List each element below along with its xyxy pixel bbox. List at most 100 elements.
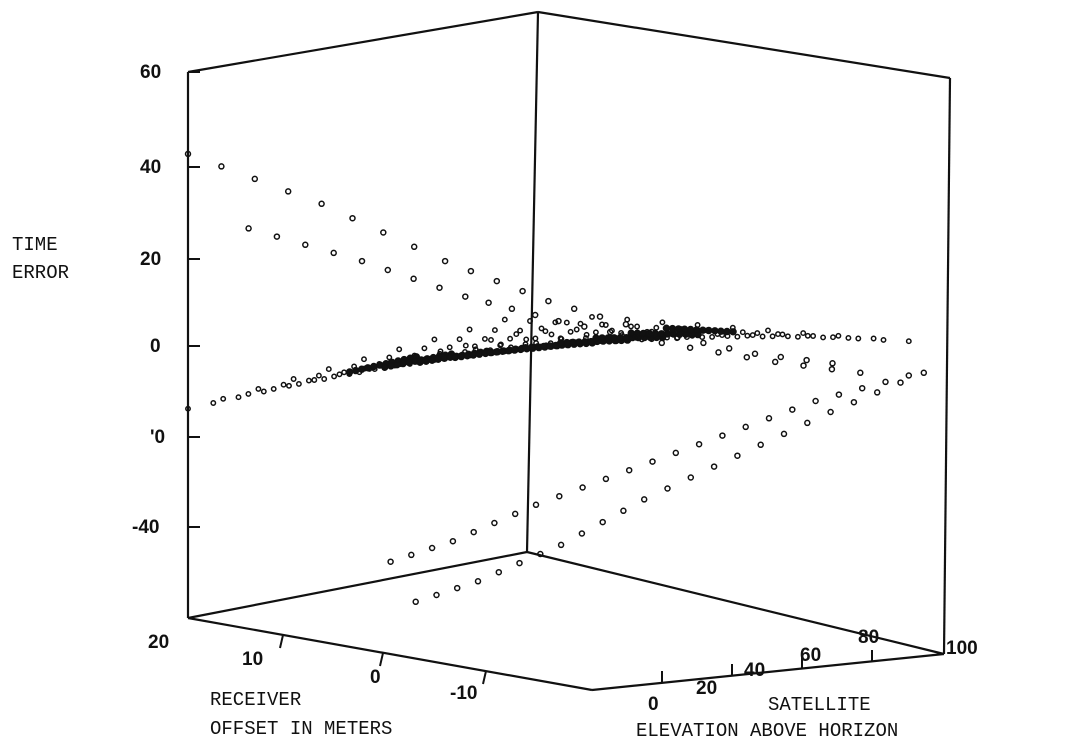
data-point [751, 350, 759, 358]
data-point [855, 335, 862, 342]
data-point [905, 372, 913, 379]
data-point [273, 233, 281, 240]
data-point [830, 334, 836, 341]
data-point [286, 382, 292, 389]
data-point [358, 257, 366, 265]
data-point [577, 320, 584, 327]
data-point [687, 474, 695, 481]
data-point [581, 323, 588, 330]
data-point [780, 430, 788, 438]
data-point [416, 358, 424, 366]
data-point [302, 241, 309, 249]
data-point [649, 458, 656, 465]
data-point [578, 530, 586, 537]
data-point [311, 377, 318, 383]
data-point [653, 324, 660, 331]
data-point [880, 336, 887, 343]
data-point [789, 406, 796, 413]
data-point [723, 327, 731, 336]
data-point [545, 297, 552, 305]
data-point [431, 336, 438, 343]
data-point [870, 335, 877, 342]
data-point [410, 275, 417, 283]
data-point [563, 338, 571, 347]
data-point [779, 331, 786, 338]
data-point [583, 331, 590, 338]
data-point [640, 496, 648, 503]
data-point [410, 243, 418, 251]
data-point [719, 432, 726, 439]
data-point [466, 326, 473, 333]
data-point [715, 349, 722, 356]
data-point [485, 299, 492, 306]
data-point [393, 361, 401, 369]
y-tick-label: 60 [800, 645, 821, 666]
data-point [358, 365, 366, 373]
data-point [658, 339, 666, 347]
data-point [717, 327, 725, 335]
x-axis-line [187, 616, 593, 692]
data-point [507, 335, 514, 342]
data-point [845, 334, 852, 341]
z-axis-title-line2: ERROR [12, 262, 69, 284]
data-point [659, 319, 666, 326]
data-point [384, 266, 392, 274]
data-point [245, 225, 252, 232]
data-point [546, 342, 554, 350]
y-axis-line [591, 652, 945, 692]
data-point [364, 364, 372, 372]
data-point [567, 328, 574, 335]
data-point [827, 408, 834, 416]
data-point [428, 356, 436, 364]
data-point [765, 415, 773, 422]
z-tick-label: 20 [140, 249, 161, 270]
data-point [493, 277, 501, 285]
x-tick-label: 10 [242, 649, 263, 670]
floor-back-left-edge [187, 550, 528, 620]
data-point [421, 345, 428, 352]
data-point [620, 507, 627, 515]
data-point [581, 338, 589, 346]
data-point [662, 324, 671, 332]
data-point [804, 419, 811, 427]
data-point [361, 356, 367, 363]
data-point [511, 510, 519, 518]
data-point [897, 379, 904, 386]
data-point [734, 333, 741, 340]
data-point [672, 449, 680, 457]
data-point [270, 385, 277, 392]
data-point [352, 366, 360, 375]
data-point [557, 339, 565, 347]
data-point [548, 331, 555, 338]
data-point [521, 344, 530, 352]
data-point [451, 353, 459, 362]
data-point [674, 325, 683, 333]
data-point [517, 327, 524, 334]
data-point [387, 362, 395, 370]
y-axis-title-line2: ELEVATION ABOVE HORIZON [636, 720, 898, 742]
data-point [739, 329, 746, 336]
data-point [556, 492, 563, 500]
data-point [449, 537, 457, 545]
data-point [386, 354, 393, 361]
data-point [668, 324, 677, 333]
data-point [873, 389, 881, 396]
data-point [345, 368, 354, 376]
x-tick-mark [379, 652, 384, 667]
data-point [699, 326, 707, 334]
data-point [428, 544, 436, 552]
data-point [632, 334, 640, 341]
data-point [318, 200, 325, 208]
z-ticks: 60 40 20 0 '0 -40 [132, 62, 200, 538]
data-point [516, 559, 523, 567]
data-point [532, 501, 540, 509]
data-point [381, 363, 389, 371]
y-tick-label: 40 [744, 660, 765, 681]
data-point [336, 371, 343, 378]
data-point [882, 378, 889, 386]
data-point [330, 249, 337, 257]
data-point [920, 369, 928, 377]
data-point [540, 342, 548, 351]
data-point [440, 354, 448, 362]
